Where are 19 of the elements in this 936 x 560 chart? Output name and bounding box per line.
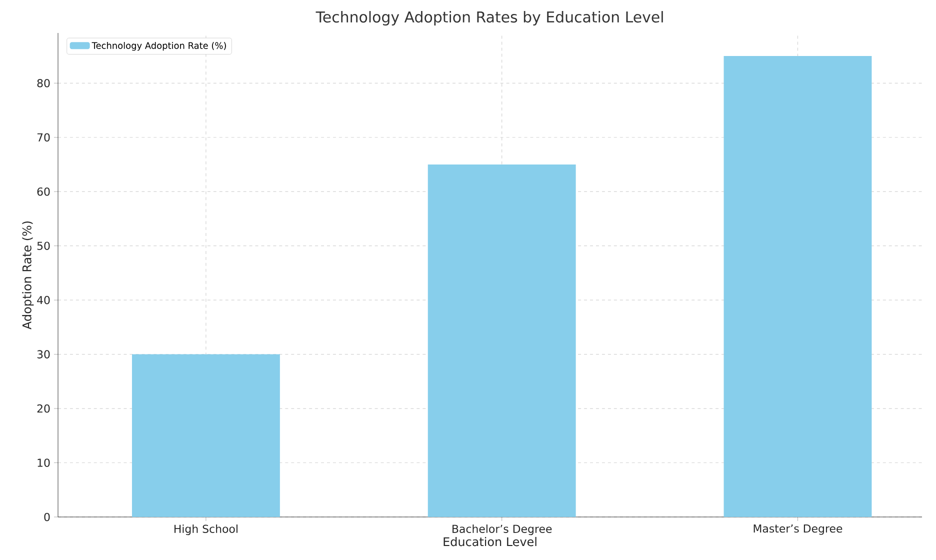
y-tick-label: 80 — [37, 79, 50, 88]
legend-label: Technology Adoption Rate (%) — [92, 42, 226, 51]
y-tick-label: 30 — [37, 350, 50, 358]
y-axis-title: Adoption Rate (%) — [22, 221, 34, 330]
y-tick-label: 20 — [37, 404, 50, 413]
y-tick-label: 60 — [37, 187, 50, 196]
x-axis-title: Education Level — [444, 536, 536, 546]
y-tick-label: 0 — [44, 512, 50, 522]
x-tick-label: Master’s Degree — [754, 524, 842, 535]
bar — [132, 354, 280, 517]
x-tick-label: Bachelor’s Degree — [452, 524, 552, 536]
y-tick-label: 50 — [37, 242, 50, 250]
bar — [724, 56, 872, 517]
bar — [428, 164, 576, 517]
y-tick-label: 40 — [37, 296, 50, 304]
y-tick-label: 10 — [38, 458, 50, 467]
y-tick-label: 70 — [37, 133, 50, 142]
chart-title: Technology Adoption Rates by Education Level — [316, 11, 663, 26]
x-tick-label: High School — [174, 524, 238, 536]
